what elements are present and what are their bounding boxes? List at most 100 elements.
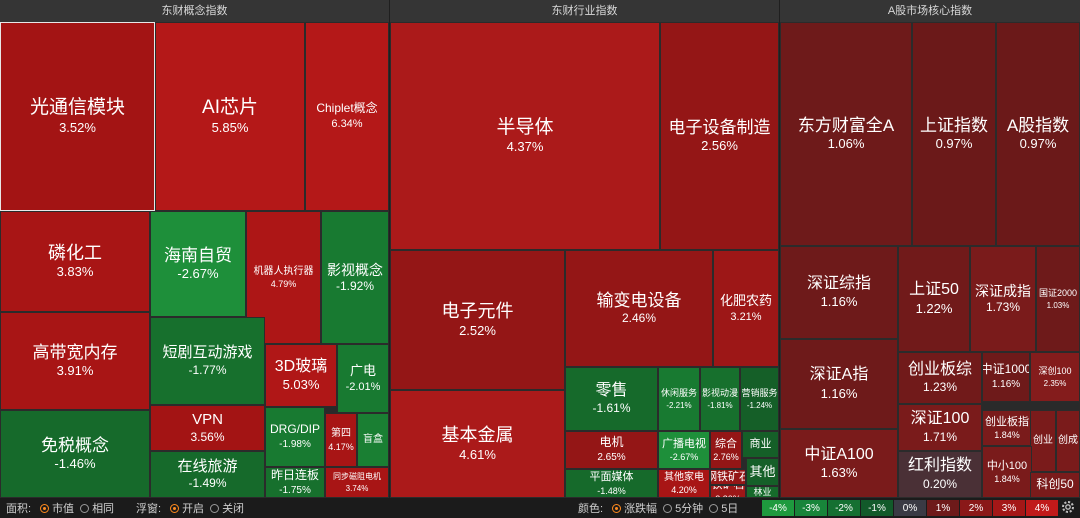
tile-name: 化肥农药 xyxy=(719,292,772,308)
tile-electronic-equipment[interactable]: 电子设备制造 2.56% xyxy=(660,22,779,250)
tile-short-drama[interactable]: 短剧互动游戏 -1.77% xyxy=(150,317,265,405)
tile-change-pct: 3.91% xyxy=(56,363,94,379)
tile-3d-glass[interactable]: 3D玻璃 5.03% xyxy=(265,344,337,407)
tile-basic-metals[interactable]: 基本金属 4.61% xyxy=(390,390,565,498)
tile-consecutive-limit[interactable]: 昨日连板 -1.75% xyxy=(265,467,325,498)
tile-name: 影视动漫 xyxy=(701,388,738,399)
tile-power-transmission[interactable]: 输变电设备 2.46% xyxy=(565,250,713,367)
tile-vpn[interactable]: VPN 3.56% xyxy=(150,405,265,451)
gear-icon[interactable] xyxy=(1060,499,1076,515)
tile-radio-tv[interactable]: 广播电视 -2.67% xyxy=(658,431,710,469)
tile-csi-a100[interactable]: 中证A100 1.63% xyxy=(780,429,898,498)
tile-szse-100[interactable]: 深证100 1.71% xyxy=(898,404,982,451)
tile-szse-composite[interactable]: 深证综指 1.16% xyxy=(780,246,898,339)
tile-a-share-index[interactable]: A股指数 0.97% xyxy=(996,22,1080,246)
float-option-off[interactable]: 关闭 xyxy=(222,503,245,515)
tile-drg-dip[interactable]: DRG/DIP -1.98% xyxy=(265,407,325,467)
tile-change-pct: 5.85% xyxy=(211,119,249,135)
tile-others[interactable]: 其他 xyxy=(746,458,779,486)
tile-sync-reluctance-motor[interactable]: 同步磁阻电机 3.74% xyxy=(325,467,389,498)
tile-commerce[interactable]: 商业 xyxy=(742,431,779,458)
tile-chinext[interactable]: 创业 xyxy=(1030,410,1056,472)
tile-change-pct: 1.63% xyxy=(820,465,858,481)
tile-chinext-growth[interactable]: 创成 xyxy=(1056,410,1080,472)
tile-szse-component[interactable]: 深证成指 1.73% xyxy=(970,246,1036,352)
area-radio-market-cap[interactable] xyxy=(40,503,50,513)
tile-change-pct: 4.37% xyxy=(506,139,544,155)
tile-semiconductor[interactable]: 半导体 4.37% xyxy=(390,22,660,250)
tile-change-pct: -1.75% xyxy=(279,484,311,496)
tile-film-animation[interactable]: 影视动漫 -1.81% xyxy=(700,367,740,431)
tile-eastmoney-all-a[interactable]: 东方财富全A 1.06% xyxy=(780,22,912,246)
tile-name: 上证50 xyxy=(909,281,959,299)
tile-duty-free[interactable]: 免税概念 -1.46% xyxy=(0,410,150,498)
area-option-market-cap[interactable]: 市值 xyxy=(52,503,75,515)
tile-online-travel[interactable]: 在线旅游 -1.49% xyxy=(150,451,265,498)
color-radio-5min[interactable] xyxy=(663,503,673,513)
tile-change-pct: 3.56% xyxy=(190,429,225,444)
tile-print-media[interactable]: 平面媒体 -1.48% xyxy=(565,469,658,498)
tile-change-pct: 3.52% xyxy=(59,119,96,135)
tile-chinext-index[interactable]: 创业板指 1.84% xyxy=(982,410,1032,446)
tile-phosphorus[interactable]: 磷化工 3.83% xyxy=(0,211,150,312)
tile-change-pct: 2.35% xyxy=(1043,378,1067,388)
color-radio-change[interactable] xyxy=(612,503,622,513)
tile-name: 平面媒体 xyxy=(589,471,634,483)
legend-swatch: -2% xyxy=(828,500,860,516)
color-radio-5day[interactable] xyxy=(709,503,719,513)
tile-name: 营销服务 xyxy=(741,388,778,399)
tile-conglomerate[interactable]: 综合 2.76% xyxy=(710,431,742,469)
tile-chinext-composite[interactable]: 创业板综 1.23% xyxy=(898,352,982,404)
tile-change-pct: 1.03% xyxy=(1046,300,1070,310)
tile-broadcast[interactable]: 广电 -2.01% xyxy=(337,344,389,413)
tile-steel-ore[interactable]: 钢铁矿石 xyxy=(710,469,746,485)
tile-name: 深证100 xyxy=(910,410,970,428)
tile-blind-box[interactable]: 盲盒 xyxy=(357,413,389,467)
tile-szse-a[interactable]: 深证A指 1.16% xyxy=(780,339,898,429)
tile-cni-2000[interactable]: 国证2000 1.03% xyxy=(1036,246,1080,352)
tile-change-pct: 1.73% xyxy=(985,300,1021,315)
tile-name: 科创50 xyxy=(1036,477,1074,492)
tile-hbm[interactable]: 高带宽内存 3.91% xyxy=(0,312,150,410)
float-radio-off[interactable] xyxy=(210,503,220,513)
tile-name: 昨日连板 xyxy=(270,467,319,482)
tile-name: 基本金属 xyxy=(441,425,514,446)
tile-fertilizer-pesticide[interactable]: 化肥农药 3.21% xyxy=(713,250,779,367)
tile-film-tv[interactable]: 影视概念 -1.92% xyxy=(321,211,389,344)
tile-retail[interactable]: 零售 -1.61% xyxy=(565,367,658,431)
tile-name: 第四 xyxy=(331,428,351,440)
float-label: 浮窗: xyxy=(136,503,162,515)
float-option-on[interactable]: 开启 xyxy=(182,503,205,515)
tile-name: 中证A100 xyxy=(804,445,874,463)
tile-name: 上证指数 xyxy=(920,115,988,135)
color-option-5min[interactable]: 5分钟 xyxy=(675,503,704,515)
tile-sz-innovation-100[interactable]: 深创100 2.35% xyxy=(1030,352,1080,402)
tile-hainan-ftz[interactable]: 海南自贸 -2.67% xyxy=(150,211,246,317)
area-radio-equal[interactable] xyxy=(80,503,90,513)
tile-electronic-components[interactable]: 电子元件 2.52% xyxy=(390,250,565,390)
tile-optical-module[interactable]: 光通信模块 3.52% xyxy=(0,22,155,211)
tile-chiplet[interactable]: Chiplet概念 6.34% xyxy=(305,22,389,211)
area-option-equal[interactable]: 相同 xyxy=(92,503,115,515)
color-option-change[interactable]: 涨跌幅 xyxy=(624,503,658,515)
tile-change-pct: 3.83% xyxy=(56,264,94,280)
tile-sse-50[interactable]: 上证50 1.22% xyxy=(898,246,970,352)
color-option-5day[interactable]: 5日 xyxy=(721,503,739,515)
tile-ai-chip[interactable]: AI芯片 5.85% xyxy=(155,22,305,211)
tile-csi-1000[interactable]: 中证1000 1.16% xyxy=(982,352,1030,402)
tile-dividend-index[interactable]: 红利指数 0.20% xyxy=(898,451,982,498)
tile-marketing-services[interactable]: 营销服务 -1.24% xyxy=(740,367,779,431)
tile-forestry[interactable]: 林业 xyxy=(746,486,779,498)
tile-name: 深创100 xyxy=(1038,366,1072,377)
tile-iron-ore[interactable]: 铁矿石 3.30% xyxy=(710,485,746,498)
tile-name: 免税概念 xyxy=(41,435,109,455)
tile-motor[interactable]: 电机 2.65% xyxy=(565,431,658,469)
tile-change-pct: 4.79% xyxy=(270,279,297,290)
tile-sme-100[interactable]: 中小100 1.84% xyxy=(982,446,1032,498)
tile-fourth[interactable]: 第四 4.17% xyxy=(325,413,357,467)
float-radio-on[interactable] xyxy=(170,503,180,513)
tile-sse-composite[interactable]: 上证指数 0.97% xyxy=(912,22,996,246)
tile-star-50[interactable]: 科创50 xyxy=(1030,472,1080,498)
tile-leisure-services[interactable]: 休闲服务 -2.21% xyxy=(658,367,700,431)
tile-other-appliances[interactable]: 其他家电 4.20% xyxy=(658,469,710,498)
